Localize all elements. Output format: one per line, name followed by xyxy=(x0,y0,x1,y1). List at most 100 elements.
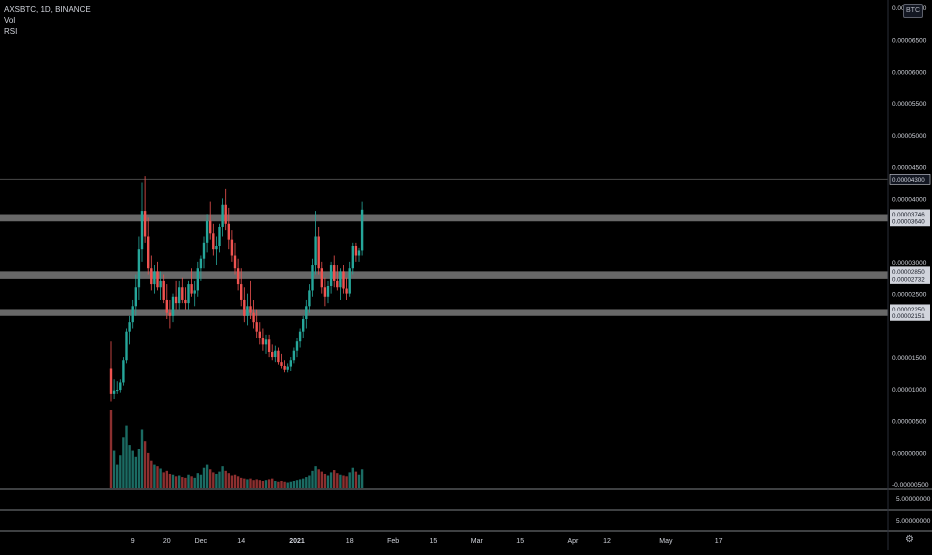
candle-body xyxy=(233,255,237,269)
gear-icon[interactable]: ⚙ xyxy=(905,534,914,545)
volume-bar xyxy=(119,455,122,488)
candle-body xyxy=(348,268,351,294)
volume-bar xyxy=(252,480,255,488)
candle-body xyxy=(354,246,358,256)
candle-body xyxy=(143,211,147,237)
candle-body xyxy=(258,331,261,339)
volume-bar xyxy=(360,469,364,488)
volume-bar xyxy=(143,441,147,488)
price-tag-label: 0.00003640 xyxy=(892,219,925,226)
price-tag xyxy=(890,273,930,284)
candle-body xyxy=(280,362,283,366)
volume-bar xyxy=(227,473,230,488)
candle-body xyxy=(305,306,308,319)
y-tick-label: -0.00000500 xyxy=(892,482,929,489)
volume-bar xyxy=(134,456,137,488)
price-tag xyxy=(890,216,930,227)
candle-body xyxy=(333,265,336,281)
candle-body xyxy=(212,233,215,250)
x-tick-label: 15 xyxy=(430,538,438,545)
candle-body xyxy=(196,268,199,291)
volume-bar xyxy=(187,474,190,488)
price-tag-label: 0.00002732 xyxy=(892,276,925,283)
volume-bar xyxy=(308,475,311,488)
volume-bar xyxy=(274,480,277,488)
rsi-axis-label: 5.00000000 xyxy=(896,496,931,503)
candle-body xyxy=(193,290,196,294)
sr-zone xyxy=(0,271,888,279)
legend-rsi: RSI xyxy=(4,27,18,36)
candle-body xyxy=(184,299,187,304)
volume-bar xyxy=(354,471,358,488)
candle-body xyxy=(205,220,209,243)
volume-bar xyxy=(246,479,249,488)
candle-body xyxy=(236,268,240,285)
volume-bar xyxy=(236,476,240,488)
volume-bar xyxy=(243,478,246,488)
volume-bar xyxy=(323,473,327,488)
volume-bar xyxy=(277,481,280,488)
volume-bar xyxy=(168,473,172,488)
candle-body xyxy=(360,209,364,251)
candle-body xyxy=(326,285,330,297)
legend-symbol: AXSBTC, 1D, BINANCE xyxy=(4,5,91,14)
candle-body xyxy=(339,271,342,288)
candle-body xyxy=(137,249,141,288)
currency-badge[interactable]: BTC xyxy=(903,4,923,18)
candle-body xyxy=(221,204,224,227)
candle-body xyxy=(261,338,265,345)
volume-bar xyxy=(255,479,258,488)
candle-body xyxy=(351,246,354,269)
candle-body xyxy=(336,280,339,288)
candle-body xyxy=(286,366,289,370)
candle-body xyxy=(218,226,221,246)
price-tag xyxy=(890,209,930,220)
y-tick-label: 0.00001500 xyxy=(892,355,927,362)
price-tag-label: 0.00004300 xyxy=(892,177,925,184)
volume-bar xyxy=(302,478,305,488)
x-tick-label: 15 xyxy=(516,538,524,545)
candle-body xyxy=(277,350,280,363)
candle-body xyxy=(153,271,156,285)
chart-legend: AXSBTC, 1D, BINANCE Vol RSI xyxy=(4,4,91,37)
candle-body xyxy=(174,296,178,304)
x-tick-label: Feb xyxy=(387,538,399,545)
candle-body xyxy=(295,341,299,351)
volume-bar xyxy=(348,472,351,488)
volume-bar xyxy=(199,474,203,488)
volume-bar xyxy=(218,471,221,488)
candle-body xyxy=(249,306,252,313)
volume-bar xyxy=(112,450,116,488)
candle-body xyxy=(357,250,361,256)
x-tick-label: Dec xyxy=(195,538,208,545)
x-tick-label: Apr xyxy=(567,538,579,545)
candle-body xyxy=(283,365,286,370)
candle-body xyxy=(314,236,317,266)
candle-body xyxy=(274,350,277,358)
candle-body xyxy=(230,239,234,256)
candle-body xyxy=(140,211,144,250)
candle-body xyxy=(150,268,153,285)
volume-bar xyxy=(224,470,227,488)
price-tag-label: 0.00003746 xyxy=(892,212,925,219)
volume-bar xyxy=(193,477,196,488)
volume-bar xyxy=(261,480,265,488)
y-tick-label: 0.00000000 xyxy=(892,450,927,457)
candle-body xyxy=(119,382,122,391)
candle-body xyxy=(243,299,246,316)
volume-bar xyxy=(147,452,150,488)
candle-body xyxy=(178,287,181,304)
volume-bar xyxy=(181,477,184,488)
candle-body xyxy=(289,360,292,367)
volume-bar xyxy=(162,472,165,488)
y-tick-label: 0.00005500 xyxy=(892,101,927,108)
volume-bar xyxy=(209,469,212,488)
volume-bar xyxy=(202,467,206,488)
candle-body xyxy=(122,360,125,383)
price-tag xyxy=(890,304,930,315)
volume-bar xyxy=(240,477,243,488)
volume-bar xyxy=(326,475,330,488)
price-tag xyxy=(890,266,930,277)
price-tag-label: 0.00002250 xyxy=(892,307,925,314)
